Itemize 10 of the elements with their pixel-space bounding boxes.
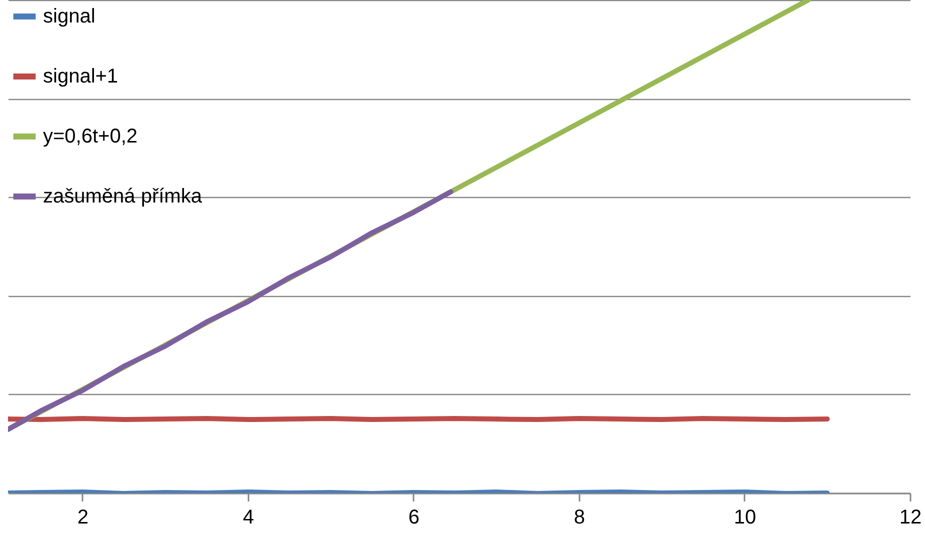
legend-label: y=0,6t+0,2 bbox=[43, 126, 138, 148]
x-tick-label: 2 bbox=[77, 506, 89, 528]
x-tick-label: 4 bbox=[242, 506, 254, 528]
x-tick-label: 6 bbox=[408, 506, 420, 528]
x-tick-label: 10 bbox=[734, 506, 756, 528]
x-tick-label: 12 bbox=[899, 506, 922, 528]
x-tick-label: 8 bbox=[574, 506, 586, 528]
legend-label: signal+1 bbox=[43, 66, 118, 88]
legend-label: signal bbox=[43, 6, 96, 28]
legend-label: zašuměná přímka bbox=[43, 186, 203, 208]
